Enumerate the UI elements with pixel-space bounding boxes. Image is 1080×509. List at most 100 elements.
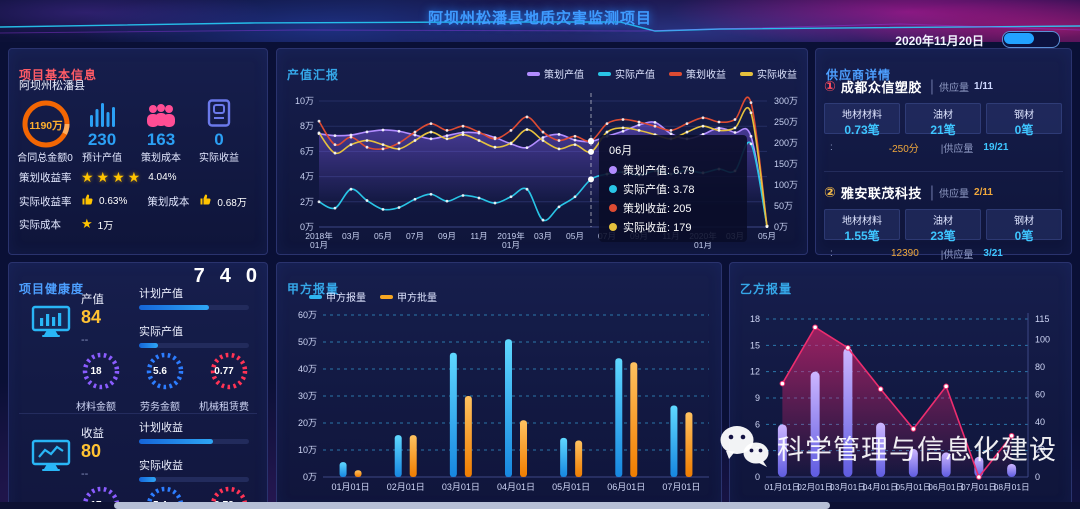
legend-chip bbox=[669, 71, 682, 76]
svg-text:10万: 10万 bbox=[295, 96, 314, 106]
health-counter: 4 bbox=[219, 265, 231, 287]
metric-value: 84 bbox=[81, 307, 102, 327]
svg-text:250万: 250万 bbox=[774, 117, 798, 127]
gauge-row: 18 材料金额 5.6 劳务金额 0.77 机械租赁费 bbox=[64, 349, 256, 413]
progress-fill bbox=[139, 477, 156, 482]
material-value: 23笔 bbox=[930, 229, 956, 243]
svg-text:02月01日: 02月01日 bbox=[387, 482, 425, 492]
rank-badge: ① bbox=[824, 78, 836, 94]
partyA-chart-legend: 甲方报量 甲方批量 bbox=[309, 289, 437, 304]
colon: : bbox=[830, 248, 833, 259]
material-box-地材材料: 地材材料 0.73笔 bbox=[824, 103, 900, 137]
horizontal-scrollbar-track[interactable] bbox=[0, 502, 1080, 509]
svg-text:05月: 05月 bbox=[566, 231, 584, 241]
star-icon: ★ bbox=[81, 216, 93, 231]
material-label: 地材材料 bbox=[842, 216, 882, 227]
stat-label: 策划成本 bbox=[141, 153, 181, 164]
svg-text:08月01日: 08月01日 bbox=[994, 482, 1030, 492]
stat-value: 163 bbox=[146, 130, 176, 149]
panel-suppliers: 供应商详情 ① 成都众信塑胶 | 供应量 1/11 地材材料 0.73笔 油材 21笔 钢材 0笔:… bbox=[815, 48, 1072, 261]
gauge-value: 0.77 bbox=[214, 366, 234, 377]
monitor-bars-icon bbox=[31, 305, 71, 344]
svg-text:04月01日: 04月01日 bbox=[863, 482, 899, 492]
progress-fill bbox=[139, 305, 210, 310]
current-date: 2020年11月20日 bbox=[895, 34, 984, 48]
progress-label: 实际收益 bbox=[139, 460, 183, 472]
supply-label: |供应量 bbox=[940, 250, 974, 261]
horizontal-scrollbar-thumb[interactable] bbox=[114, 502, 830, 509]
supply-ratio: 3/21 bbox=[983, 248, 1003, 259]
legend-item-实际产值[interactable]: 实际产值 bbox=[598, 66, 655, 81]
people-icon bbox=[129, 97, 193, 127]
material-boxes: 地材材料 1.55笔 油材 23笔 钢材 0笔 bbox=[824, 209, 1063, 243]
svg-text:6: 6 bbox=[755, 419, 760, 429]
svg-text:03月: 03月 bbox=[342, 231, 360, 241]
tooltip-dot bbox=[609, 185, 617, 193]
svg-text:06月01日: 06月01日 bbox=[928, 482, 964, 492]
score-value: -250分 bbox=[888, 144, 919, 155]
svg-text:50万: 50万 bbox=[774, 201, 793, 211]
chart-tooltip: 06月 策划产值: 6.79 实际产值: 3.78 策划收益: 205 实际收益: 1… bbox=[599, 135, 747, 242]
tooltip-text: 实际产值: 3.78 bbox=[623, 184, 695, 196]
svg-text:9: 9 bbox=[755, 393, 760, 403]
gauge-机械租赁费: 0.77 机械租赁费 bbox=[192, 349, 256, 413]
svg-text:10万: 10万 bbox=[298, 445, 317, 455]
svg-text:2018年: 2018年 bbox=[305, 231, 333, 241]
material-box-油材: 油材 21笔 bbox=[905, 103, 981, 137]
legend-item-实际收益[interactable]: 实际收益 bbox=[740, 66, 797, 81]
metric-sub: -- bbox=[81, 334, 89, 346]
panel-partyA-volume: 甲方报量 甲方报量 甲方批量 0万 10万 20万 30万 40万 50万 60万 01月01日… bbox=[276, 262, 722, 509]
stat-策划成本: 163 bbox=[129, 97, 193, 150]
supply-label: 供应量 bbox=[939, 189, 970, 200]
svg-text:40万: 40万 bbox=[298, 364, 317, 374]
gauge-劳务金额: 5.6 劳务金额 bbox=[128, 349, 192, 413]
svg-text:100: 100 bbox=[1035, 335, 1050, 345]
metric-name: 收益 bbox=[81, 428, 104, 440]
svg-text:20万: 20万 bbox=[298, 418, 317, 428]
svg-text:200万: 200万 bbox=[774, 138, 798, 148]
supplier-footer: : -250分 |供应量 19/21 bbox=[824, 140, 1063, 155]
supply-value: 1/11 bbox=[974, 81, 993, 92]
legend-label: 策划收益 bbox=[686, 70, 726, 81]
svg-text:01月: 01月 bbox=[310, 240, 328, 250]
svg-text:30万: 30万 bbox=[298, 391, 317, 401]
gauge-label: 劳务金额 bbox=[140, 402, 180, 413]
svg-text:01月: 01月 bbox=[694, 240, 712, 250]
supply-value: 2/11 bbox=[974, 187, 993, 198]
metric-label: 策划成本 bbox=[147, 195, 190, 208]
svg-text:06月01日: 06月01日 bbox=[607, 482, 645, 492]
svg-text:6万: 6万 bbox=[300, 146, 314, 156]
separator: | bbox=[929, 77, 935, 95]
door-icon bbox=[187, 97, 251, 127]
stat-预计产值: 230 bbox=[70, 97, 134, 150]
svg-text:20: 20 bbox=[1035, 445, 1045, 455]
legend-item-甲方批量[interactable]: 甲方批量 bbox=[380, 289, 437, 304]
project-region: 阿坝州松潘县 bbox=[19, 80, 85, 92]
supply-ratio: 19/21 bbox=[983, 142, 1009, 153]
colon: : bbox=[830, 142, 833, 153]
metric-value: 1万 bbox=[97, 220, 114, 232]
legend-item-策划产值[interactable]: 策划产值 bbox=[527, 66, 584, 81]
svg-text:60万: 60万 bbox=[298, 310, 317, 320]
supplier-雅安联茂科技: ② 雅安联茂科技 | 供应量 2/11 地材材料 1.55笔 油材 23笔 钢材 0笔:12390 |… bbox=[824, 183, 1063, 261]
material-label: 地材材料 bbox=[842, 110, 882, 121]
tooltip-dot bbox=[609, 223, 617, 231]
svg-text:01月01日: 01月01日 bbox=[332, 482, 370, 492]
svg-text:2万: 2万 bbox=[300, 197, 314, 207]
progress-fill bbox=[139, 343, 158, 348]
partyA-bar-chart: 0万 10万 20万 30万 40万 50万 60万 01月01日 02月01日 03月01日 04… bbox=[298, 310, 709, 492]
rank-badge: ② bbox=[824, 184, 836, 200]
legend-label: 甲方报量 bbox=[326, 293, 366, 304]
material-label: 钢材 bbox=[1014, 216, 1034, 227]
header-toggle[interactable] bbox=[1002, 31, 1060, 48]
supplier-name: 雅安联茂科技 bbox=[840, 186, 922, 201]
material-box-钢材: 钢材 0笔 bbox=[986, 209, 1062, 243]
svg-text:4万: 4万 bbox=[300, 172, 314, 182]
svg-text:03月: 03月 bbox=[534, 231, 552, 241]
page-title: 阿坝州松潘县地质灾害监测项目 bbox=[427, 10, 652, 27]
legend-item-甲方报量[interactable]: 甲方报量 bbox=[309, 289, 366, 304]
legend-item-策划收益[interactable]: 策划收益 bbox=[669, 66, 726, 81]
tooltip-dot bbox=[609, 204, 617, 212]
